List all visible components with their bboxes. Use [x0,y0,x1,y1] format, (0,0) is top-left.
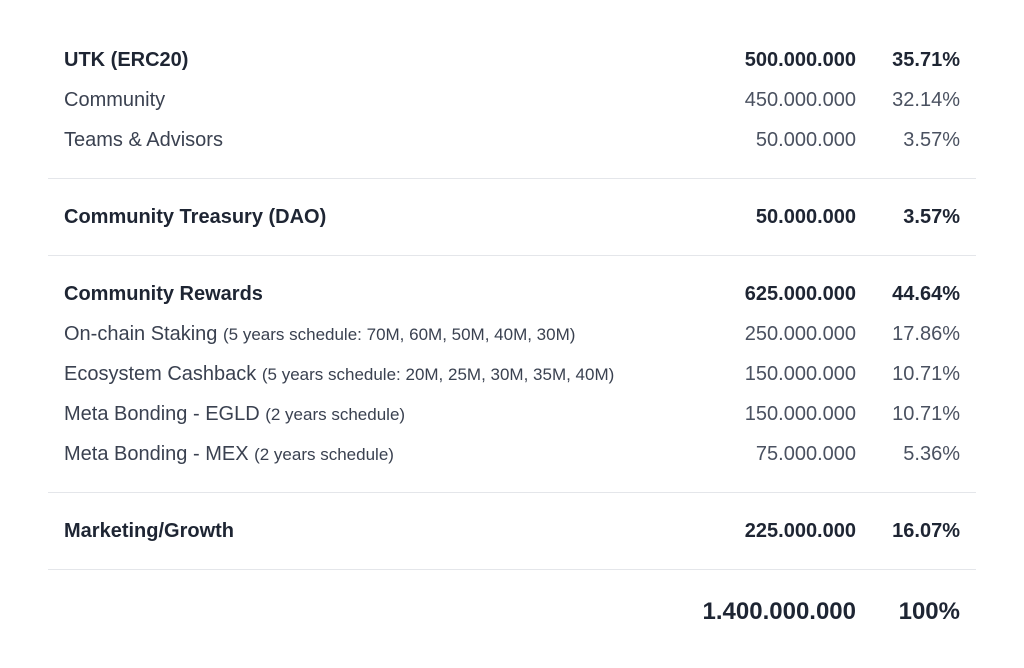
row-label: Ecosystem Cashback (5 years schedule: 20… [64,363,616,386]
section-header-label: Community Rewards [64,282,263,305]
row-percent: 32.14% [892,88,960,111]
row-label: Community [64,89,616,112]
section-header-percent: 44.64% [892,282,960,305]
section-header-amount: 50.000.000 [755,205,856,228]
row-label-text: Community [64,88,166,111]
section-header-amount: 225.000.000 [744,519,856,542]
row-percent: 10.71% [892,362,960,385]
total-section: 1.400.000.000 100% [48,570,976,642]
row-note: (5 years schedule: 20M, 25M, 30M, 35M, 4… [261,364,615,384]
row-label-text: Meta Bonding - MEX [64,442,249,465]
token-allocation-table: UTK (ERC20) 500.000.000 35.71% Community… [48,40,976,642]
section-header: Community Treasury (DAO) 50.000.000 3.57… [64,197,960,237]
row-amount: 450.000.000 [744,88,856,111]
row-label-text: Ecosystem Cashback [64,362,257,385]
row-amount: 50.000.000 [755,128,856,151]
row-amount: 75.000.000 [755,442,856,465]
row-label: Teams & Advisors [64,129,616,152]
section-header-amount: 625.000.000 [744,282,856,305]
row-label: Meta Bonding - MEX (2 years schedule) [64,443,616,466]
row-label-text: On-chain Staking [64,322,218,345]
row-label: Meta Bonding - EGLD (2 years schedule) [64,403,616,426]
table-row: Teams & Advisors 50.000.000 3.57% [64,120,960,160]
section-header-percent: 16.07% [892,519,960,542]
section-header-percent: 35.71% [892,48,960,71]
row-amount: 150.000.000 [744,362,856,385]
row-label: On-chain Staking (5 years schedule: 70M,… [64,323,616,346]
table-row: Ecosystem Cashback (5 years schedule: 20… [64,354,960,394]
section-marketing-growth: Marketing/Growth 225.000.000 16.07% [48,493,976,570]
total-row: 1.400.000.000 100% [64,582,960,642]
section-header-label: Marketing/Growth [64,519,235,542]
section-utk-erc20: UTK (ERC20) 500.000.000 35.71% Community… [48,40,976,179]
section-header-label: Community Treasury (DAO) [64,205,327,228]
row-note: (5 years schedule: 70M, 60M, 50M, 40M, 3… [222,324,576,344]
section-community-treasury: Community Treasury (DAO) 50.000.000 3.57… [48,179,976,256]
table-row: On-chain Staking (5 years schedule: 70M,… [64,314,960,354]
section-header-amount: 500.000.000 [744,48,856,71]
row-percent: 3.57% [903,128,960,151]
row-note: (2 years schedule) [254,444,394,464]
section-header-label: UTK (ERC20) [64,48,189,71]
table-row: Meta Bonding - MEX (2 years schedule) 75… [64,434,960,474]
total-percent: 100% [898,598,960,625]
section-header: UTK (ERC20) 500.000.000 35.71% [64,40,960,80]
section-community-rewards: Community Rewards 625.000.000 44.64% On-… [48,256,976,493]
table-row: Community 450.000.000 32.14% [64,80,960,120]
section-header-percent: 3.57% [903,205,960,228]
row-amount: 250.000.000 [744,322,856,345]
total-amount: 1.400.000.000 [702,598,856,625]
row-label-text: Meta Bonding - EGLD [64,402,260,425]
row-percent: 17.86% [892,322,960,345]
section-header: Marketing/Growth 225.000.000 16.07% [64,511,960,551]
row-percent: 10.71% [892,402,960,425]
section-header: Community Rewards 625.000.000 44.64% [64,274,960,314]
row-label-text: Teams & Advisors [64,128,223,151]
row-amount: 150.000.000 [744,402,856,425]
row-note: (2 years schedule) [265,404,406,424]
table-row: Meta Bonding - EGLD (2 years schedule) 1… [64,394,960,434]
row-percent: 5.36% [903,442,960,465]
